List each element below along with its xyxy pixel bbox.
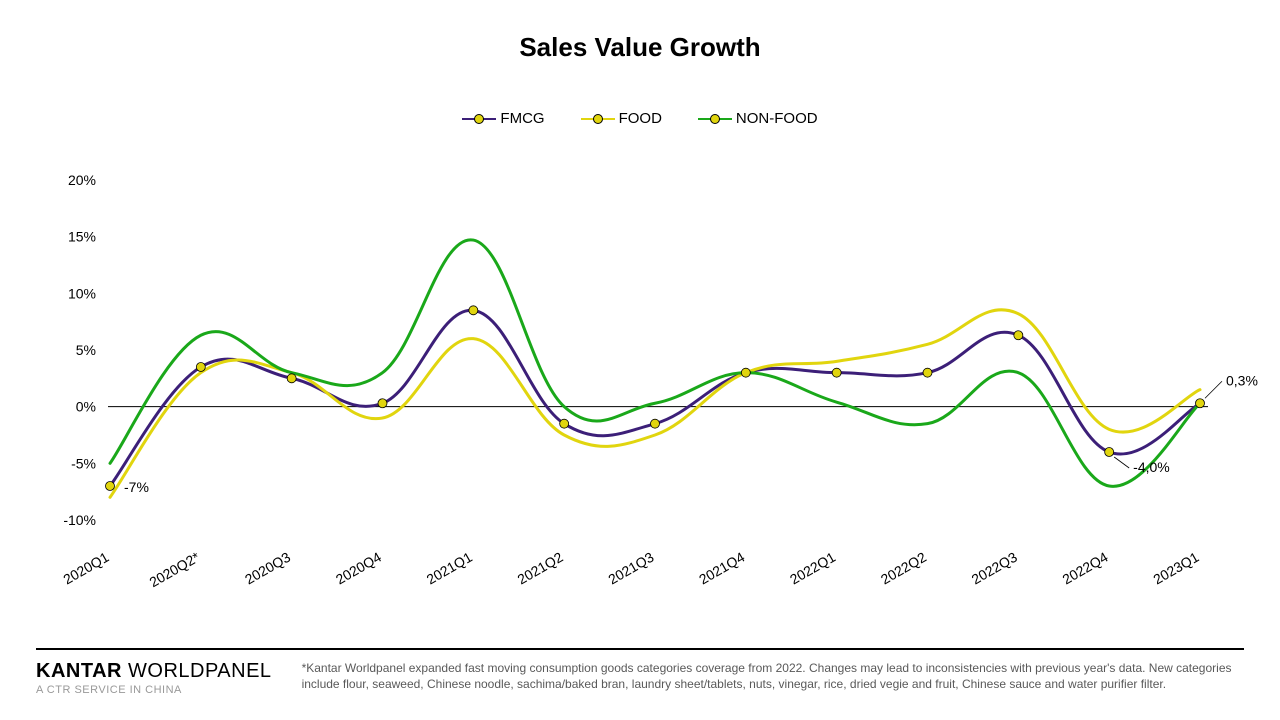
callout-label: 0,3% bbox=[1226, 372, 1258, 388]
legend-item: FOOD bbox=[581, 110, 662, 127]
brand-block: KANTAR WORLDPANEL A CTR SERVICE IN CHINA bbox=[36, 660, 272, 696]
legend-label: NON-FOOD bbox=[736, 110, 818, 127]
x-tick-label: 2020Q3 bbox=[242, 549, 293, 588]
data-marker bbox=[1196, 399, 1205, 408]
x-tick-label: 2020Q4 bbox=[333, 549, 384, 588]
x-tick-label: 2022Q2 bbox=[878, 549, 929, 588]
y-tick-label: -10% bbox=[63, 512, 96, 528]
y-tick-label: 10% bbox=[68, 285, 96, 301]
brand-regular: WORLDPANEL bbox=[122, 660, 272, 682]
footer-row: KANTAR WORLDPANEL A CTR SERVICE IN CHINA… bbox=[36, 660, 1244, 696]
x-tick-label: 2021Q4 bbox=[696, 549, 747, 588]
y-tick-label: 0% bbox=[76, 399, 96, 415]
legend-label: FMCG bbox=[500, 110, 544, 127]
data-marker bbox=[196, 363, 205, 372]
data-marker bbox=[923, 368, 932, 377]
legend: FMCG FOOD NON-FOOD bbox=[0, 110, 1280, 127]
callout-leader bbox=[1205, 381, 1222, 398]
data-marker bbox=[287, 374, 296, 383]
footer-rule bbox=[36, 648, 1244, 650]
brand-bold: KANTAR bbox=[36, 660, 122, 682]
x-tick-label: 2023Q1 bbox=[1150, 549, 1201, 588]
callout-label: -4,0% bbox=[1133, 459, 1170, 475]
series-line bbox=[110, 240, 1200, 487]
x-tick-label: 2020Q1 bbox=[60, 549, 111, 588]
data-marker bbox=[1014, 331, 1023, 340]
callout-leader bbox=[1114, 457, 1129, 468]
x-tick-label: 2021Q3 bbox=[605, 549, 656, 588]
footer: KANTAR WORLDPANEL A CTR SERVICE IN CHINA… bbox=[36, 648, 1244, 696]
data-marker bbox=[832, 368, 841, 377]
legend-swatch bbox=[462, 114, 496, 124]
data-marker bbox=[378, 399, 387, 408]
x-tick-label: 2022Q4 bbox=[1060, 549, 1111, 588]
page: Sales Value Growth FMCG FOOD NON-FOOD -10%… bbox=[0, 0, 1280, 720]
legend-swatch bbox=[581, 114, 615, 124]
callout-label: -7% bbox=[124, 479, 149, 495]
data-marker bbox=[741, 368, 750, 377]
chart-svg: -10%-5%0%5%10%15%20%2020Q12020Q2*2020Q32… bbox=[50, 150, 1230, 580]
legend-item: FMCG bbox=[462, 110, 544, 127]
x-tick-label: 2021Q2 bbox=[515, 549, 566, 588]
y-tick-label: 5% bbox=[76, 342, 96, 358]
y-tick-label: 20% bbox=[68, 172, 96, 188]
y-tick-label: -5% bbox=[71, 455, 96, 471]
chart-title: Sales Value Growth bbox=[0, 32, 1280, 63]
data-marker bbox=[651, 419, 660, 428]
legend-swatch bbox=[698, 114, 732, 124]
data-marker bbox=[560, 419, 569, 428]
brand-main: KANTAR WORLDPANEL bbox=[36, 660, 272, 682]
brand-sub: A CTR SERVICE IN CHINA bbox=[36, 684, 272, 696]
legend-item: NON-FOOD bbox=[698, 110, 818, 127]
data-marker bbox=[469, 306, 478, 315]
x-tick-label: 2020Q2* bbox=[146, 548, 202, 590]
x-tick-label: 2022Q3 bbox=[969, 549, 1020, 588]
x-tick-label: 2022Q1 bbox=[787, 549, 838, 588]
data-marker bbox=[1105, 448, 1114, 457]
y-tick-label: 15% bbox=[68, 229, 96, 245]
footnote: *Kantar Worldpanel expanded fast moving … bbox=[302, 660, 1244, 692]
x-tick-label: 2021Q1 bbox=[424, 549, 475, 588]
legend-label: FOOD bbox=[619, 110, 662, 127]
chart-area: -10%-5%0%5%10%15%20%2020Q12020Q2*2020Q32… bbox=[50, 150, 1230, 580]
series-line bbox=[110, 310, 1200, 486]
data-marker bbox=[106, 482, 115, 491]
